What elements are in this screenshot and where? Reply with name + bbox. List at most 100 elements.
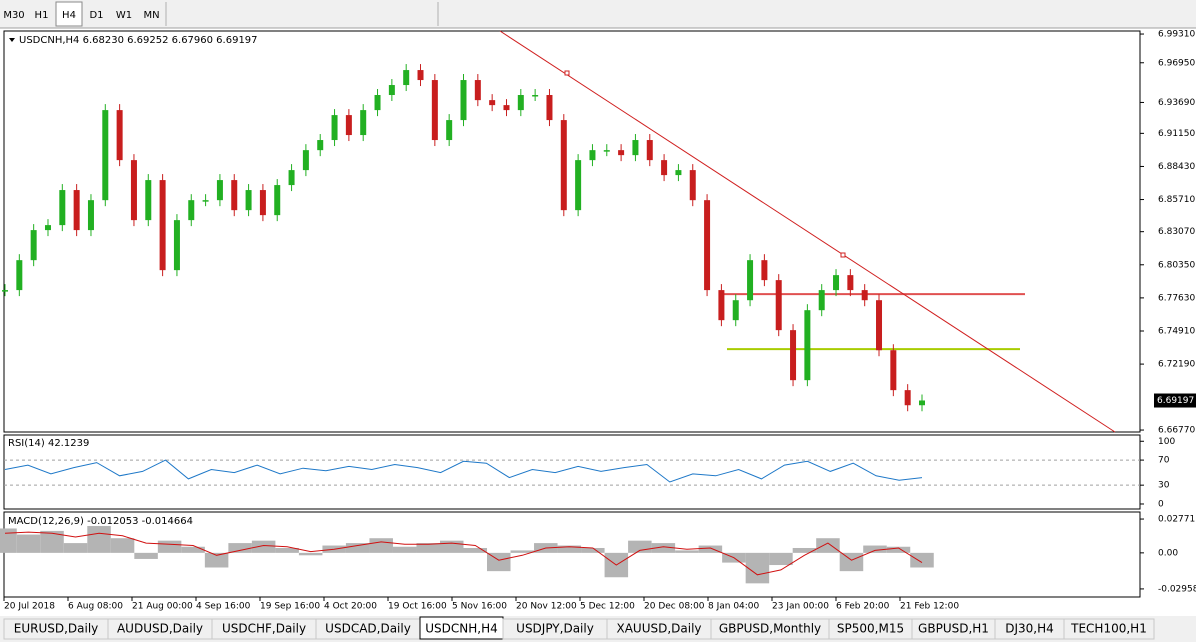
candle (374, 95, 381, 111)
candle (747, 260, 754, 301)
timeframe-button[interactable] (138, 2, 165, 26)
symbol-tab-label[interactable]: XAUUSD,Daily (616, 622, 701, 636)
candle (59, 190, 66, 226)
macd-bar (228, 543, 252, 553)
candle (474, 80, 481, 101)
last-price-box (1154, 393, 1196, 408)
macd-bar (110, 538, 135, 553)
x-tick-label: 21 Feb 12:00 (900, 602, 959, 612)
candle (632, 140, 639, 156)
macd-bar (392, 546, 417, 553)
candle (302, 150, 309, 171)
y-tick-label: 100 (1158, 437, 1175, 447)
macd-bar (63, 543, 88, 553)
macd-bar (651, 543, 676, 553)
timeframe-label[interactable]: W1 (116, 10, 132, 21)
symbol-tab-label[interactable]: USDJPY,Daily (516, 622, 594, 636)
candle (345, 115, 352, 136)
y-tick-label: 0.027717 (1158, 515, 1196, 525)
candle (818, 290, 825, 311)
x-tick-label: 6 Aug 08:00 (68, 602, 123, 612)
symbol-tab-label[interactable]: TECH100,H1 (1070, 622, 1147, 636)
symbol-tab-label[interactable]: USDCAD,Daily (325, 622, 411, 636)
symbol-tab-label[interactable]: AUDUSD,Daily (117, 622, 203, 636)
y-tick-label: 6.99310 (1158, 30, 1195, 40)
y-tick-label: 6.96950 (1158, 58, 1195, 68)
symbol-tab-label[interactable]: USDCHF,Daily (222, 622, 306, 636)
macd-bar (581, 547, 605, 553)
candle (44, 225, 51, 231)
candle (16, 260, 23, 291)
symbol-tab-label[interactable]: GBPUSD,H1 (918, 622, 989, 636)
macd-bar (40, 530, 64, 553)
candle (216, 180, 223, 201)
candle (833, 275, 840, 291)
candle (403, 70, 410, 86)
candle (2, 290, 8, 292)
candle (388, 85, 395, 96)
timeframe-button[interactable] (55, 1, 83, 27)
y-tick-label: 6.77630 (1158, 293, 1195, 303)
symbol-tab-label[interactable]: USDCNH,H4 (425, 622, 498, 636)
timeframe-label[interactable]: H4 (62, 10, 76, 21)
candle (417, 70, 424, 81)
macd-bar (863, 545, 887, 553)
y-tick-label: 6.74910 (1158, 326, 1195, 336)
candle (116, 110, 123, 161)
panel-arrow (9, 38, 15, 42)
x-tick-label: 5 Dec 12:00 (580, 602, 635, 612)
candle (589, 150, 596, 161)
candle (259, 190, 266, 216)
candle (274, 185, 281, 216)
symbol-tab-label[interactable]: SP500,M15 (837, 622, 904, 636)
candle (102, 110, 109, 201)
candle (446, 120, 453, 141)
candle (173, 220, 180, 271)
macd-bar (698, 545, 723, 553)
macd-bar (87, 526, 111, 553)
candle (560, 120, 567, 211)
candle (145, 180, 152, 221)
candle (87, 200, 94, 231)
macd-bar (792, 547, 817, 553)
candle (790, 330, 797, 381)
symbol-tab[interactable] (1063, 618, 1155, 640)
rsi-line (4, 459, 923, 483)
y-tick-label: 6.83070 (1158, 227, 1195, 237)
candle (675, 170, 682, 176)
candle (30, 230, 37, 261)
timeframe-label[interactable]: M30 (3, 10, 24, 21)
y-tick-label: 30 (1158, 481, 1170, 491)
candle (130, 160, 137, 221)
timeframe-button[interactable] (111, 2, 137, 26)
macd-bar (510, 550, 535, 553)
candle (532, 95, 539, 97)
symbol-tab-label[interactable]: EURUSD,Daily (14, 622, 99, 636)
candle (288, 170, 295, 186)
timeframe-button[interactable] (28, 2, 55, 26)
timeframe-label[interactable]: MN (143, 10, 159, 21)
candle (732, 300, 739, 321)
timeframe-button[interactable] (1, 2, 27, 26)
trendline (499, 30, 1116, 433)
candle (704, 200, 711, 291)
timeframe-label[interactable]: H1 (35, 10, 49, 21)
candle (689, 170, 696, 201)
panel-title: USDCNH,H4 6.68230 6.69252 6.67960 6.6919… (19, 35, 258, 46)
macd-bar (745, 552, 770, 584)
x-tick-label: 4 Oct 20:00 (324, 602, 377, 612)
x-tick-label: 20 Jul 2018 (4, 602, 55, 612)
macd-bar (769, 552, 793, 566)
symbol-tab-label[interactable]: GBPUSD,Monthly (719, 622, 821, 636)
y-tick-label: 0.00 (1158, 548, 1178, 558)
y-tick-label: -0.029582 (1158, 584, 1196, 594)
timeframe-label[interactable]: D1 (89, 10, 103, 21)
candle (202, 200, 209, 202)
candle (804, 310, 811, 381)
timeframe-button[interactable] (83, 2, 110, 26)
candle (575, 160, 582, 211)
symbol-tab-label[interactable]: DJ30,H4 (1005, 622, 1054, 636)
candle (245, 190, 252, 211)
signal-line (4, 531, 923, 576)
